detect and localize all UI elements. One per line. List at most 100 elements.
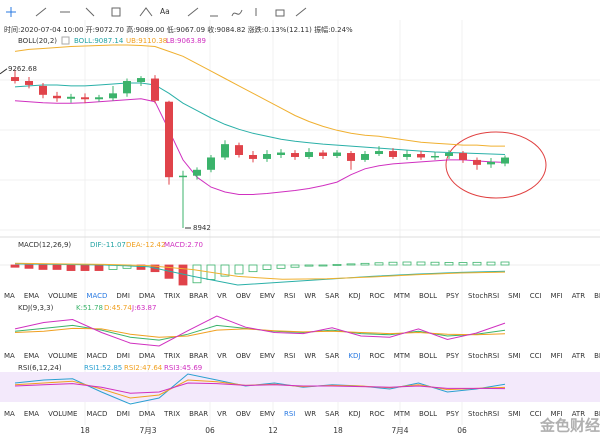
indicator-tab[interactable]: CCI xyxy=(530,410,542,418)
indicator-tab[interactable]: BOLL xyxy=(419,292,437,300)
indicator-tab[interactable]: ATR xyxy=(572,410,586,418)
indicator-tab[interactable]: PSY xyxy=(446,352,460,360)
low-marker: 8942 xyxy=(193,224,211,232)
indicator-tab[interactable]: EMA xyxy=(24,410,39,418)
indicator-tab[interactable]: EMV xyxy=(260,352,275,360)
indicator-tab[interactable]: KDJ xyxy=(348,410,360,418)
indicator-tab[interactable]: OBV xyxy=(236,292,251,300)
indicator-tab[interactable]: MFI xyxy=(551,410,563,418)
indicator-tab[interactable]: DMI xyxy=(116,352,130,360)
candle-body xyxy=(39,85,47,95)
indicator-tab[interactable]: MA xyxy=(4,410,15,418)
macd-bar xyxy=(430,261,440,266)
indicator-tab[interactable]: MACD xyxy=(86,410,107,418)
macd-bar xyxy=(52,264,62,270)
k-label: K:51.78 xyxy=(76,304,103,312)
indicator-tab[interactable]: PSY xyxy=(446,410,460,418)
indicator-tab[interactable]: MFI xyxy=(551,352,563,360)
indicator-tab[interactable]: CCI xyxy=(530,292,542,300)
indicator-tab[interactable]: SAR xyxy=(325,352,339,360)
indicator-tab[interactable]: RSI xyxy=(284,352,295,360)
indicator-tab[interactable]: WR xyxy=(304,410,316,418)
indicator-tab[interactable]: SAR xyxy=(325,410,339,418)
indicator-tab[interactable]: MA xyxy=(4,352,15,360)
rsi2-label: RSI2:47.64 xyxy=(124,364,163,372)
font-button[interactable]: Aa xyxy=(160,7,170,16)
tool-icons[interactable] xyxy=(35,7,307,17)
indicator-tab[interactable]: VOLUME xyxy=(48,292,77,300)
indicator-tab[interactable]: BOLL xyxy=(419,410,437,418)
indicator-tab[interactable]: MA xyxy=(4,292,15,300)
indicator-tab[interactable]: DMI xyxy=(116,410,130,418)
indicator-tab[interactable]: MACD xyxy=(86,292,107,300)
indicator-tab[interactable]: WR xyxy=(304,352,316,360)
indicator-tab[interactable]: BOLL xyxy=(419,352,437,360)
indicator-tab[interactable]: BRAR xyxy=(189,292,208,300)
indicator-tab[interactable]: VOLUME xyxy=(48,352,77,360)
indicator-tab[interactable]: SMI xyxy=(508,292,521,300)
indicator-tab[interactable]: CCI xyxy=(530,352,542,360)
indicator-tab[interactable]: BRAR xyxy=(189,352,208,360)
indicator-tab[interactable]: DMI xyxy=(116,292,130,300)
macd-bar xyxy=(486,261,496,266)
macd-bar xyxy=(234,264,244,275)
indicator-tab[interactable]: EMA xyxy=(24,352,39,360)
candle-body xyxy=(207,157,215,170)
candle-body xyxy=(67,96,75,99)
candle-body xyxy=(459,153,467,160)
indicator-tab[interactable]: BBW xyxy=(594,292,600,300)
indicator-tab[interactable]: BBW xyxy=(594,352,600,360)
rsi-name: RSI(6,12,24) xyxy=(18,364,62,372)
indicator-tab[interactable]: MFI xyxy=(551,292,563,300)
indicator-tab[interactable]: ATR xyxy=(572,292,586,300)
indicator-tab[interactable]: ROC xyxy=(369,410,384,418)
indicator-tab[interactable]: DMA xyxy=(139,410,155,418)
indicator-tab[interactable]: KDJ xyxy=(348,292,360,300)
candle-body xyxy=(333,152,341,156)
indicator-tab[interactable]: VR xyxy=(217,410,227,418)
indicator-tab[interactable]: VOLUME xyxy=(48,410,77,418)
indicator-tab[interactable]: DMA xyxy=(139,352,155,360)
date-label: 7月4 xyxy=(391,426,408,435)
indicator-tab[interactable]: TRIX xyxy=(163,352,180,360)
indicator-tab[interactable]: MTM xyxy=(394,352,410,360)
indicator-tab[interactable]: OBV xyxy=(236,410,251,418)
macd-bar xyxy=(290,264,300,268)
indicator-tab[interactable]: RSI xyxy=(284,292,295,300)
indicator-tab[interactable]: EMV xyxy=(260,292,275,300)
kdj-name: KDJ(9,3,3) xyxy=(18,304,54,312)
indicator-tab[interactable]: TRIX xyxy=(163,410,180,418)
toolbar[interactable] xyxy=(6,7,307,17)
indicator-tab[interactable]: PSY xyxy=(446,292,460,300)
indicator-tab[interactable]: MTM xyxy=(394,410,410,418)
candle-body xyxy=(123,81,131,94)
indicator-tab[interactable]: TRIX xyxy=(163,292,180,300)
indicator-tab[interactable]: ROC xyxy=(369,352,384,360)
indicator-tab[interactable]: VR xyxy=(217,292,227,300)
d-label: D:45.74 xyxy=(104,304,132,312)
indicator-tab[interactable]: SMI xyxy=(508,410,521,418)
indicator-tab[interactable]: SMI xyxy=(508,352,521,360)
indicator-tab[interactable]: ATR xyxy=(572,352,586,360)
indicator-tab[interactable]: StochRSI xyxy=(468,292,499,300)
indicator-tab[interactable]: WR xyxy=(304,292,316,300)
indicator-tab[interactable]: BRAR xyxy=(189,410,208,418)
indicator-tab[interactable]: DMA xyxy=(139,292,155,300)
indicator-tab[interactable]: VR xyxy=(217,352,227,360)
candle-body xyxy=(11,77,19,82)
indicator-tab[interactable]: StochRSI xyxy=(468,410,499,418)
indicator-tab[interactable]: RSI xyxy=(284,410,295,418)
indicator-tab[interactable]: SAR xyxy=(325,292,339,300)
indicator-tab[interactable]: StochRSI xyxy=(468,352,499,360)
settings-box[interactable] xyxy=(61,36,70,45)
indicator-tab[interactable]: BBW xyxy=(594,410,600,418)
indicator-tab[interactable]: EMV xyxy=(260,410,275,418)
indicator-tab[interactable]: MACD xyxy=(86,352,107,360)
indicator-tab[interactable]: ROC xyxy=(369,292,384,300)
indicator-tab[interactable]: OBV xyxy=(236,352,251,360)
cross-tool[interactable] xyxy=(6,7,16,17)
indicator-tab[interactable]: MTM xyxy=(394,292,410,300)
indicator-tab[interactable]: EMA xyxy=(24,292,39,300)
boll-lower xyxy=(14,98,506,195)
indicator-tab[interactable]: KDJ xyxy=(348,352,360,360)
